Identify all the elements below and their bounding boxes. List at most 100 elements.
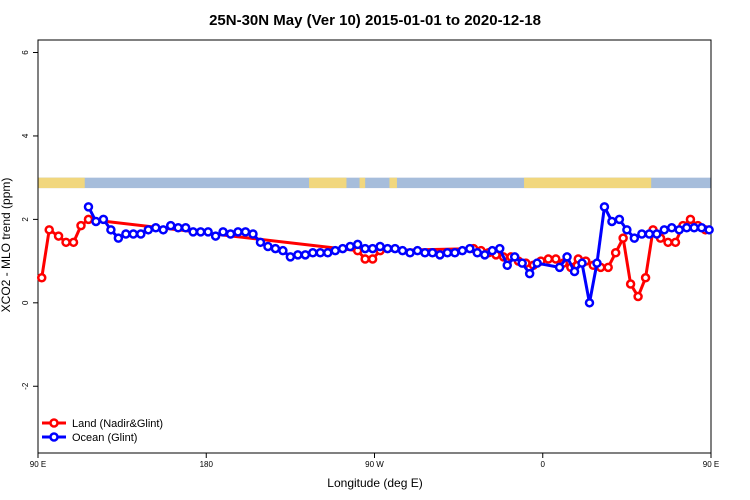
land-point xyxy=(360,254,370,264)
ocean-point xyxy=(248,229,258,239)
ocean-point xyxy=(689,222,699,233)
ocean-point xyxy=(614,214,625,225)
ocean-point xyxy=(472,248,483,258)
ocean-point xyxy=(195,227,206,237)
land-point xyxy=(44,225,54,235)
ocean-point xyxy=(270,243,281,254)
ocean-point xyxy=(128,229,139,239)
land-band xyxy=(38,177,85,189)
ocean-point xyxy=(330,245,340,256)
land-point xyxy=(633,291,643,302)
ocean-point xyxy=(180,222,191,233)
land-point xyxy=(685,214,696,225)
land-series xyxy=(36,214,711,302)
ocean-point xyxy=(188,227,198,237)
ocean-band xyxy=(38,177,711,189)
land-point xyxy=(543,254,554,264)
ocean-point xyxy=(442,248,453,258)
ocean-point xyxy=(502,260,512,271)
ocean-point xyxy=(308,248,318,258)
ocean-point xyxy=(225,229,236,239)
ocean-point xyxy=(652,229,662,239)
ocean-point xyxy=(599,202,610,212)
legend-marker xyxy=(49,432,59,442)
y-tick-label: 0 xyxy=(21,300,30,305)
y-tick-label: 4 xyxy=(21,133,30,138)
ocean-point xyxy=(91,216,101,227)
ocean-point xyxy=(106,225,116,235)
ocean-line-segment xyxy=(588,262,599,304)
land-point xyxy=(610,248,621,258)
x-tick-label: 90 E xyxy=(30,460,46,469)
ocean-point xyxy=(637,229,647,239)
ocean-point xyxy=(113,233,124,243)
ocean-line-segment xyxy=(595,206,606,264)
ocean-point xyxy=(158,225,169,235)
land-line-segment xyxy=(621,237,633,285)
ocean-point xyxy=(584,298,595,308)
ocean-point xyxy=(323,248,333,258)
ocean-point xyxy=(382,243,393,254)
y-axis-label: XCO2 - MLO trend (ppm) xyxy=(0,178,13,313)
land-point xyxy=(640,273,651,283)
ocean-point xyxy=(136,229,146,239)
land-point xyxy=(36,273,47,283)
land-point xyxy=(603,262,613,273)
ocean-point xyxy=(352,239,363,250)
ocean-point xyxy=(577,258,587,268)
ocean-point xyxy=(233,227,243,237)
land-point xyxy=(68,237,79,248)
ocean-point xyxy=(315,248,326,258)
x-tick-label: 90 W xyxy=(365,460,384,469)
ocean-point xyxy=(666,222,677,233)
ocean-point xyxy=(375,241,385,252)
ocean-point xyxy=(644,229,655,239)
ocean-point xyxy=(517,258,527,268)
land-point xyxy=(367,254,378,264)
ocean-point xyxy=(210,231,221,241)
land-point xyxy=(61,237,71,248)
land-point xyxy=(551,254,561,264)
ocean-point xyxy=(569,266,580,277)
ocean-point xyxy=(607,216,617,227)
land-band xyxy=(524,177,652,189)
x-axis: 90 E 180 90 W 0 90 E xyxy=(30,453,719,469)
ocean-point xyxy=(337,243,348,254)
ocean-point xyxy=(704,225,714,235)
y-tick-label: 6 xyxy=(21,50,30,55)
land-band xyxy=(389,177,397,189)
ocean-point xyxy=(165,220,176,231)
ocean-point xyxy=(480,250,490,260)
ocean-point xyxy=(263,241,273,252)
land-band xyxy=(309,177,347,189)
ocean-point xyxy=(495,243,505,254)
legend: Land (Nadir&Glint) Ocean (Glint) xyxy=(42,418,163,444)
land-point xyxy=(663,237,673,248)
ocean-point xyxy=(300,250,311,260)
y-axis: -2 0 2 4 6 xyxy=(21,50,38,390)
ocean-point xyxy=(98,214,109,225)
ocean-point xyxy=(427,248,438,258)
ocean-point xyxy=(532,258,542,268)
ocean-point xyxy=(562,252,572,262)
series-layer xyxy=(36,202,714,308)
land-band xyxy=(359,177,366,189)
ocean-point xyxy=(151,222,161,233)
land-point xyxy=(670,237,681,248)
chart-title: 25N-30N May (Ver 10) 2015-01-01 to 2020-… xyxy=(209,12,541,29)
map-strip xyxy=(38,177,711,189)
ocean-point xyxy=(592,258,602,268)
land-point xyxy=(625,279,636,289)
ocean-point xyxy=(435,250,445,260)
x-tick-label: 90 E xyxy=(703,460,719,469)
ocean-line-segment xyxy=(580,262,591,304)
ocean-point xyxy=(629,233,640,243)
ocean-point xyxy=(405,248,415,258)
y-tick-label: -2 xyxy=(21,382,30,390)
legend-marker xyxy=(49,418,59,428)
y-tick-label: 2 xyxy=(21,217,30,222)
x-tick-label: 180 xyxy=(200,460,214,469)
ocean-point xyxy=(412,245,423,256)
ocean-point xyxy=(345,241,355,252)
